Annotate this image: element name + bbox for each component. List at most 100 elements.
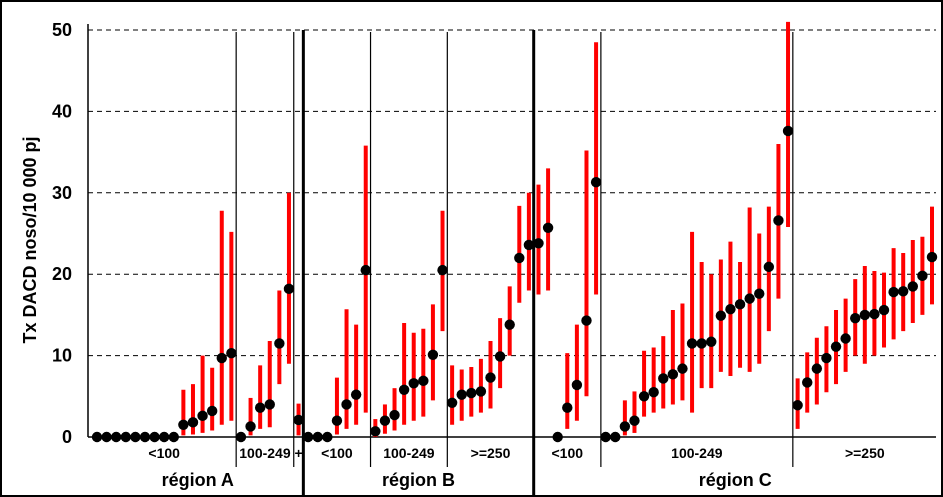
data-point: [907, 281, 919, 292]
group-label: +: [294, 445, 302, 461]
group-separators: [235, 30, 794, 496]
data-point: [206, 405, 218, 417]
data-point: [696, 338, 707, 349]
data-point: [437, 264, 448, 276]
data-point: [197, 410, 208, 422]
data-point: [571, 379, 583, 391]
data-point: [466, 387, 477, 399]
data-point: [658, 373, 669, 384]
data-point: [408, 378, 419, 389]
data-point: [821, 352, 832, 364]
data-point: [667, 369, 679, 380]
group-label: >=250: [845, 445, 885, 461]
data-point: [475, 386, 487, 397]
data-point: [283, 283, 295, 295]
data-point: [168, 431, 179, 443]
data-point: [130, 431, 141, 443]
data-point: [734, 299, 746, 310]
data-point: [187, 417, 199, 428]
data-point: [590, 177, 602, 188]
region-label: région B: [382, 470, 455, 490]
data-point: [917, 270, 928, 282]
data-point: [715, 310, 727, 321]
data-point: [91, 431, 103, 443]
data-point: [389, 409, 400, 421]
data-point: [331, 415, 343, 426]
data-point: [888, 286, 899, 298]
data-point: [677, 363, 688, 374]
data-point: [782, 125, 794, 137]
data-point: [379, 415, 391, 426]
data-point: [245, 421, 256, 432]
data-point: [840, 333, 851, 344]
y-axis-label: Tx DACD noso/10 000 pj: [20, 136, 40, 343]
data-point: [878, 304, 890, 316]
data-point: [264, 399, 275, 410]
data-point: [638, 391, 650, 402]
data-point: [744, 293, 755, 304]
data-points: [91, 125, 938, 443]
data-point: [398, 384, 410, 395]
data-point: [302, 431, 314, 443]
data-point: [629, 415, 640, 426]
data-point: [898, 286, 909, 297]
data-point: [158, 431, 170, 443]
grid-lines: [87, 24, 936, 438]
region-label: région A: [162, 470, 234, 490]
y-tick-label: 50: [52, 20, 72, 40]
data-point: [619, 421, 631, 432]
data-point: [600, 431, 611, 443]
data-point: [446, 397, 458, 409]
data-point: [811, 363, 823, 374]
data-point: [869, 308, 880, 320]
data-point: [456, 389, 467, 400]
data-point: [274, 338, 285, 349]
data-point: [792, 400, 803, 411]
group-label: 100-249: [383, 445, 435, 461]
data-point: [542, 222, 554, 234]
data-point: [370, 426, 381, 437]
data-point: [360, 264, 371, 276]
data-point: [562, 402, 573, 413]
data-point: [226, 347, 237, 359]
data-point: [110, 431, 122, 443]
data-point: [763, 261, 775, 273]
group-label: 100-249: [239, 445, 291, 461]
data-point: [178, 419, 189, 430]
data-point: [101, 431, 112, 443]
data-point: [514, 252, 525, 264]
group-label: >=250: [471, 445, 511, 461]
data-point: [504, 319, 515, 330]
data-point: [552, 431, 563, 443]
data-point: [926, 251, 938, 263]
y-tick-label: 30: [52, 183, 72, 203]
data-point: [254, 402, 266, 413]
data-point: [235, 431, 247, 443]
group-label: <100: [321, 445, 353, 461]
data-point: [139, 431, 151, 443]
data-point: [648, 387, 659, 398]
group-label: 100-249: [671, 445, 723, 461]
data-point: [427, 349, 439, 360]
data-point: [216, 352, 227, 364]
data-point: [802, 377, 813, 388]
data-point: [341, 399, 352, 410]
data-point: [418, 375, 429, 387]
data-point: [494, 351, 506, 362]
data-point: [706, 336, 717, 347]
y-tick-label: 10: [52, 346, 72, 366]
data-point: [293, 414, 304, 426]
data-point: [773, 215, 784, 226]
y-tick-label: 20: [52, 264, 72, 284]
data-point: [850, 312, 861, 324]
data-point: [725, 304, 736, 315]
data-point: [149, 431, 160, 443]
data-point: [312, 431, 323, 443]
data-point: [581, 315, 592, 326]
data-point: [859, 309, 871, 321]
data-point: [485, 372, 496, 383]
group-label: <100: [552, 445, 584, 461]
data-point: [322, 431, 333, 443]
